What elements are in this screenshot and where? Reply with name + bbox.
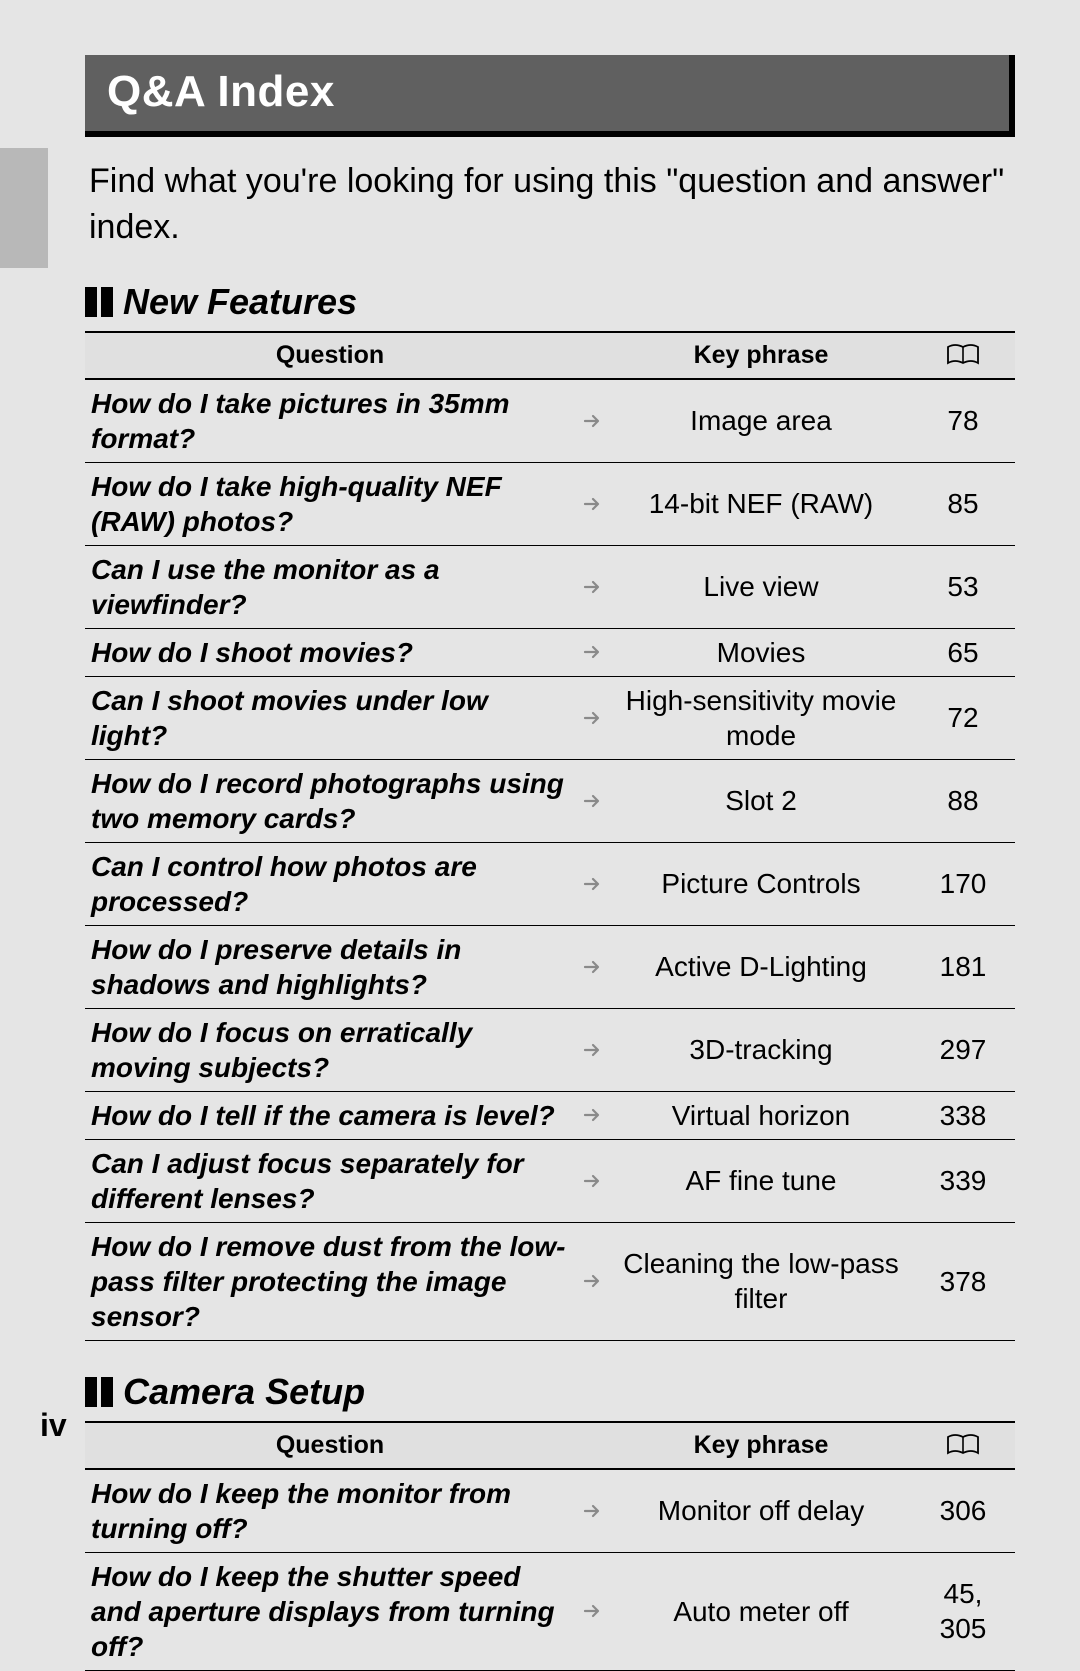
keyphrase-cell: Auto meter off (611, 1552, 911, 1670)
keyphrase-cell: AF fine tune (611, 1139, 911, 1222)
page-ref-cell: 45, 305 (911, 1552, 1015, 1670)
page-ref-cell: 72 (911, 676, 1015, 759)
arrow-icon (575, 462, 611, 545)
col-header-keyphrase: Key phrase (611, 1422, 911, 1469)
arrow-icon (575, 1469, 611, 1553)
arrow-icon (575, 1091, 611, 1139)
question-cell: How do I record photographs using two me… (85, 759, 575, 842)
page-ref-cell: 297 (911, 1008, 1015, 1091)
manual-page: Q&A Index Find what you're looking for u… (0, 0, 1080, 1486)
arrow-icon (575, 545, 611, 628)
page-ref-cell: 181 (911, 925, 1015, 1008)
question-cell: How do I focus on erratically moving sub… (85, 1008, 575, 1091)
table-row: How do I preserve details in shadows and… (85, 925, 1015, 1008)
table-row: Can I use the monitor as a viewfinder? Li… (85, 545, 1015, 628)
page-ref-cell: 378 (911, 1222, 1015, 1340)
page-ref-cell: 306 (911, 1469, 1015, 1553)
arrow-icon (575, 1552, 611, 1670)
page-ref-cell: 78 (911, 379, 1015, 463)
table-row: How do I shoot movies? Movies65 (85, 628, 1015, 676)
keyphrase-cell: Virtual horizon (611, 1091, 911, 1139)
page-ref-cell: 85 (911, 462, 1015, 545)
arrow-icon (575, 759, 611, 842)
arrow-icon (575, 1008, 611, 1091)
qa-table: QuestionKey phraseHow do I take pictures… (85, 331, 1015, 1341)
keyphrase-cell: High-sensitivity movie mode (611, 676, 911, 759)
question-cell: How do I remove dust from the low-pass f… (85, 1222, 575, 1340)
section-bars-icon (85, 287, 113, 317)
table-row: Can I shoot movies under low light? High-… (85, 676, 1015, 759)
page-ref-cell: 88 (911, 759, 1015, 842)
col-header-question: Question (85, 332, 575, 379)
page-ref-cell: 170 (911, 842, 1015, 925)
question-cell: Can I control how photos are processed? (85, 842, 575, 925)
arrow-icon (575, 1222, 611, 1340)
page-title-bar: Q&A Index (85, 55, 1015, 137)
section-heading-text: New Features (123, 281, 357, 323)
keyphrase-cell: Slot 2 (611, 759, 911, 842)
arrow-icon (575, 628, 611, 676)
content-area: Q&A Index Find what you're looking for u… (85, 55, 1015, 1671)
arrow-icon (575, 925, 611, 1008)
question-cell: Can I shoot movies under low light? (85, 676, 575, 759)
question-cell: How do I take high-quality NEF (RAW) pho… (85, 462, 575, 545)
table-row: Can I control how photos are processed? P… (85, 842, 1015, 925)
col-header-keyphrase: Key phrase (611, 332, 911, 379)
section-heading-text: Camera Setup (123, 1371, 365, 1413)
table-row: How do I focus on erratically moving sub… (85, 1008, 1015, 1091)
col-header-page-icon (911, 1422, 1015, 1469)
keyphrase-cell: Live view (611, 545, 911, 628)
section-heading: New Features (85, 281, 1015, 323)
table-row: How do I keep the monitor from turning o… (85, 1469, 1015, 1553)
table-row: How do I take pictures in 35mm format? Im… (85, 379, 1015, 463)
col-header-page-icon (911, 332, 1015, 379)
keyphrase-cell: Image area (611, 379, 911, 463)
question-cell: How do I take pictures in 35mm format? (85, 379, 575, 463)
keyphrase-cell: Picture Controls (611, 842, 911, 925)
page-ref-cell: 65 (911, 628, 1015, 676)
arrow-icon (575, 379, 611, 463)
question-cell: How do I shoot movies? (85, 628, 575, 676)
table-row: Can I adjust focus separately for differ… (85, 1139, 1015, 1222)
keyphrase-cell: 14-bit NEF (RAW) (611, 462, 911, 545)
question-cell: How do I keep the shutter speed and aper… (85, 1552, 575, 1670)
arrow-icon (575, 842, 611, 925)
question-cell: How do I tell if the camera is level? (85, 1091, 575, 1139)
table-row: How do I record photographs using two me… (85, 759, 1015, 842)
col-header-question: Question (85, 1422, 575, 1469)
col-header-arrow (575, 332, 611, 379)
keyphrase-cell: Cleaning the low-pass filter (611, 1222, 911, 1340)
keyphrase-cell: Active D-Lighting (611, 925, 911, 1008)
page-ref-cell: 53 (911, 545, 1015, 628)
table-row: How do I remove dust from the low-pass f… (85, 1222, 1015, 1340)
keyphrase-cell: 3D-tracking (611, 1008, 911, 1091)
page-number: iv (40, 1407, 67, 1444)
section-bars-icon (85, 1377, 113, 1407)
question-cell: Can I use the monitor as a viewfinder? (85, 545, 575, 628)
keyphrase-cell: Monitor off delay (611, 1469, 911, 1553)
section-heading: Camera Setup (85, 1371, 1015, 1413)
arrow-icon (575, 1139, 611, 1222)
page-title: Q&A Index (107, 67, 335, 116)
question-cell: How do I preserve details in shadows and… (85, 925, 575, 1008)
keyphrase-cell: Movies (611, 628, 911, 676)
qa-table: Question Key phrase How do I keep the moni… (85, 1421, 1015, 1671)
table-row: How do I tell if the camera is level? Vir… (85, 1091, 1015, 1139)
question-cell: How do I keep the monitor from turning o… (85, 1469, 575, 1553)
arrow-icon (575, 676, 611, 759)
intro-text: Find what you're looking for using this … (89, 159, 1011, 251)
col-header-arrow (575, 1422, 611, 1469)
question-cell: Can I adjust focus separately for differ… (85, 1139, 575, 1222)
table-row: How do I keep the shutter speed and aper… (85, 1552, 1015, 1670)
side-tab (0, 148, 48, 268)
page-ref-cell: 338 (911, 1091, 1015, 1139)
page-ref-cell: 339 (911, 1139, 1015, 1222)
table-row: How do I take high-quality NEF (RAW) pho… (85, 462, 1015, 545)
